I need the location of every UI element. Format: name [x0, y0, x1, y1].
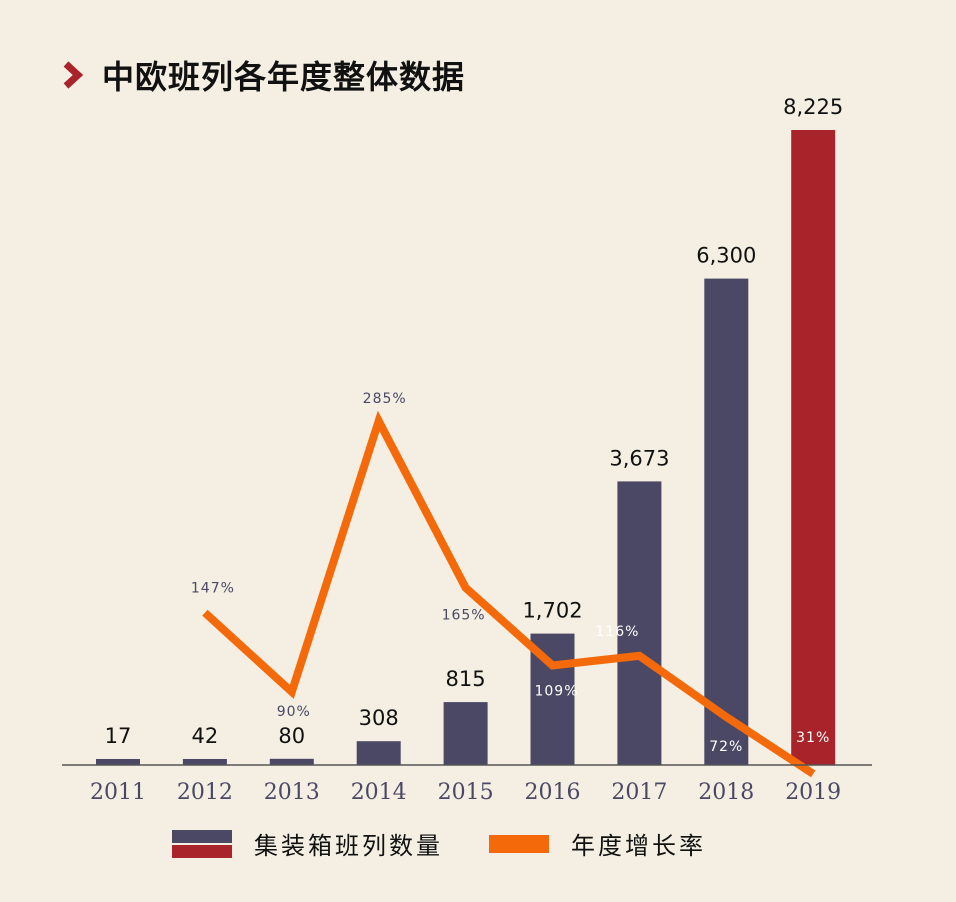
- bar-value-label: 6,300: [696, 244, 756, 268]
- chart-title: 中欧班列各年度整体数据: [102, 58, 466, 96]
- legend-label-bars: 集装箱班列数量: [254, 832, 443, 860]
- bar-2012: [182, 759, 227, 765]
- growth-value-label: 285%: [363, 391, 407, 407]
- chart-plot: 17 42 80 308 815 1,702 3,673 6,300 8,225 147% 90%…: [62, 95, 872, 805]
- bar-value-label: 17: [105, 724, 132, 748]
- x-axis: 2011 2012 2013 2014 2015 2016 2017 2018 2019: [62, 764, 872, 805]
- x-tick-label: 2017: [611, 780, 667, 805]
- bar-value-label: 8,225: [783, 95, 843, 119]
- bar-2015: [443, 702, 488, 765]
- legend-swatch-bars: [172, 829, 232, 858]
- legend-item-line: 年度增长率: [489, 826, 706, 861]
- growth-value-label: 90%: [277, 704, 311, 720]
- x-tick-label: 2013: [264, 780, 320, 805]
- bar-value-label: 1,702: [522, 599, 582, 623]
- growth-value-label: 31%: [796, 730, 830, 746]
- legend-label-line: 年度增长率: [571, 832, 706, 860]
- legend-swatch-line: [489, 834, 549, 853]
- x-tick-label: 2011: [90, 780, 146, 805]
- x-tick-label: 2014: [351, 780, 407, 805]
- growth-value-label: 109%: [534, 684, 578, 700]
- x-tick-label: 2019: [785, 780, 841, 805]
- bar-value-label: 815: [446, 667, 486, 691]
- bar-2014: [356, 741, 401, 765]
- bar-value-label: 42: [192, 724, 219, 748]
- x-tick-label: 2016: [525, 780, 581, 805]
- bar-value-label: 308: [359, 706, 399, 730]
- bar-2019: [791, 130, 836, 765]
- chevron-right-icon: [63, 61, 84, 89]
- growth-value-label: 165%: [442, 608, 486, 624]
- legend: 集装箱班列数量 年度增长率: [172, 826, 752, 861]
- x-tick-label: 2018: [698, 780, 754, 805]
- bars-layer: [96, 130, 836, 765]
- bar-value-label: 3,673: [609, 446, 669, 470]
- x-tick-label: 2015: [438, 780, 494, 805]
- bar-labels-layer: 17 42 80 308 815 1,702 3,673 6,300 8,225: [105, 95, 844, 748]
- bar-2018: [704, 278, 749, 765]
- growth-line-layer: [202, 410, 816, 778]
- chart-title-row: 中欧班列各年度整体数据: [60, 52, 465, 98]
- bar-value-label: 80: [278, 724, 305, 748]
- bar-2013: [269, 758, 314, 765]
- bar-2011: [96, 759, 140, 765]
- bar-2017: [617, 481, 662, 765]
- growth-value-label: 116%: [595, 624, 639, 640]
- growth-value-label: 147%: [191, 581, 235, 597]
- growth-value-label: 72%: [709, 739, 743, 755]
- legend-item-bars: 集装箱班列数量: [172, 826, 443, 861]
- x-tick-label: 2012: [177, 780, 233, 805]
- growth-labels-layer: 147% 90% 285% 165% 109% 116% 72% 31%: [191, 391, 830, 755]
- growth-rate-line: [202, 410, 816, 778]
